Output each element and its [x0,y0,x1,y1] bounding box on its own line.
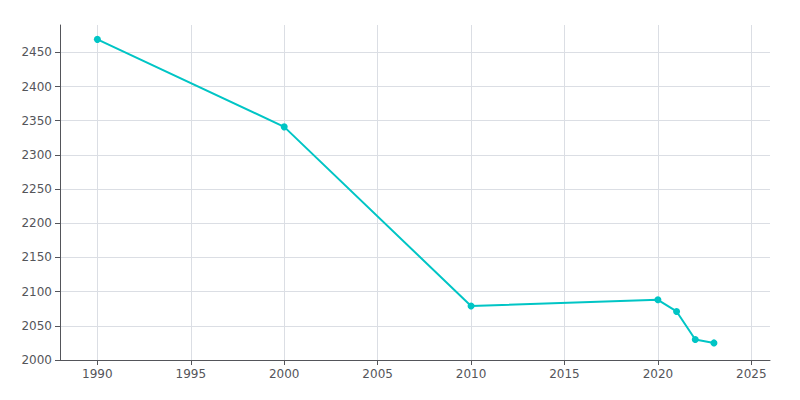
svg-text:2100: 2100 [21,285,52,299]
svg-text:2025: 2025 [736,367,767,381]
svg-text:1990: 1990 [82,367,113,381]
svg-text:2010: 2010 [456,367,487,381]
svg-text:2015: 2015 [549,367,580,381]
svg-text:2450: 2450 [21,45,52,59]
svg-text:2150: 2150 [21,250,52,264]
svg-text:1995: 1995 [176,367,207,381]
svg-text:2005: 2005 [362,367,393,381]
svg-text:2400: 2400 [21,80,52,94]
svg-text:2350: 2350 [21,114,52,128]
svg-text:2200: 2200 [21,216,52,230]
svg-text:2050: 2050 [21,319,52,333]
svg-text:2300: 2300 [21,148,52,162]
svg-text:2000: 2000 [21,353,52,367]
svg-text:2000: 2000 [269,367,300,381]
svg-text:2020: 2020 [643,367,674,381]
svg-text:2250: 2250 [21,182,52,196]
